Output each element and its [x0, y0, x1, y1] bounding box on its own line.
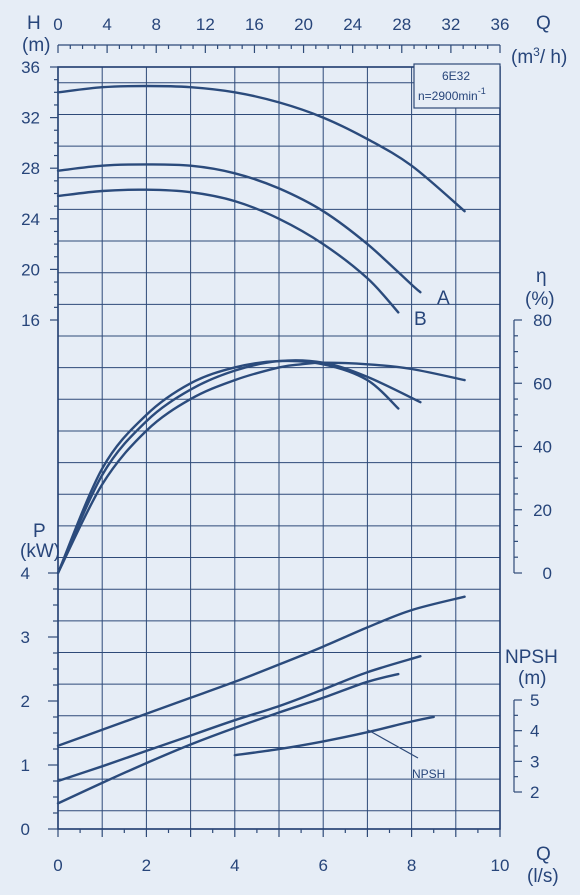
bottom-q-tick-label: 2	[142, 856, 151, 875]
efficiency-tick-label: 20	[533, 501, 552, 520]
npsh-callout-leader	[367, 729, 419, 759]
efficiency-tick-label: 60	[533, 374, 552, 393]
npsh-tick-label: 2	[530, 783, 539, 802]
efficiency-curve	[56, 359, 400, 575]
efficiency-axis-unit: (%)	[525, 289, 555, 310]
top-q-axis-ticks: 0 4 8 12 16 20 24 28 32 36	[53, 15, 509, 53]
top-q-tick-label: 12	[196, 15, 215, 34]
head-tick-label: 36	[21, 58, 40, 77]
npsh-axis-symbol: NPSH	[505, 647, 558, 668]
power-tick-label: 2	[21, 692, 30, 711]
top-q-tick-label: 32	[441, 15, 460, 34]
top-q-tick-label: 4	[102, 15, 111, 34]
bottom-q-axis-symbol: Q	[536, 844, 551, 865]
top-q-tick-label: 8	[151, 15, 160, 34]
head-axis-unit: (m)	[22, 35, 50, 56]
head-axis-symbol: H	[27, 13, 41, 34]
efficiency-curve	[56, 359, 422, 575]
npsh-axis-unit: (m)	[518, 668, 546, 689]
power-tick-label: 1	[21, 756, 30, 775]
power-axis-ticks: 0 1 2 3 4	[21, 564, 58, 839]
bottom-q-tick-label: 4	[230, 856, 239, 875]
head-axis-ticks: 16 20 24 28 32 36	[21, 58, 58, 330]
power-curve	[56, 672, 400, 805]
bottom-q-tick-label: 6	[318, 856, 327, 875]
power-tick-label: 4	[21, 564, 30, 583]
head-curve	[56, 163, 422, 294]
bottom-q-tick-label: 0	[53, 856, 62, 875]
efficiency-tick-label: 0	[543, 564, 552, 583]
top-q-axis-symbol: Q	[536, 13, 551, 34]
top-q-tick-label: 20	[294, 15, 313, 34]
efficiency-tick-label: 40	[533, 438, 552, 457]
speed-label: n=2900min-1	[418, 86, 486, 103]
top-q-tick-label: 16	[245, 15, 264, 34]
top-q-axis-unit: (m3/ h)	[511, 45, 567, 68]
efficiency-tick-label: 80	[533, 311, 552, 330]
power-curve	[56, 655, 422, 783]
power-axis-symbol: P	[33, 521, 46, 542]
model-info-box	[413, 63, 501, 109]
npsh-callout-label: NPSH	[412, 767, 445, 781]
npsh-axis-ticks: 2 3 4 5	[514, 691, 539, 802]
curve-b-label: B	[414, 309, 427, 330]
top-q-tick-label: 24	[343, 15, 362, 34]
bottom-q-axis-unit: (l/s)	[527, 866, 559, 887]
power-tick-label: 3	[21, 628, 30, 647]
efficiency-curve	[56, 361, 466, 575]
head-tick-label: 32	[21, 109, 40, 128]
head-tick-label: 16	[21, 311, 40, 330]
head-tick-label: 28	[21, 159, 40, 178]
bottom-q-tick-label: 8	[407, 856, 416, 875]
npsh-curve	[233, 715, 435, 757]
bottom-q-tick-label: 10	[491, 856, 510, 875]
efficiency-axis-symbol: η	[536, 266, 547, 287]
npsh-tick-label: 4	[530, 722, 539, 741]
power-curve	[56, 595, 466, 747]
npsh-tick-label: 5	[530, 691, 539, 710]
npsh-tick-label: 3	[530, 752, 539, 771]
head-curve	[56, 188, 400, 314]
power-axis-unit: (kW)	[20, 541, 60, 562]
performance-curves	[56, 84, 466, 805]
top-q-tick-label: 36	[491, 15, 510, 34]
top-q-tick-label: 28	[392, 15, 411, 34]
grid-lines	[58, 67, 500, 829]
model-label: 6E32	[442, 69, 470, 83]
head-curve	[56, 84, 466, 213]
power-tick-label: 0	[21, 820, 30, 839]
top-q-tick-label: 0	[53, 15, 62, 34]
bottom-q-axis-ticks: 0 2 4 6 8 10	[53, 829, 509, 875]
head-tick-label: 24	[21, 210, 40, 229]
curve-a-label: A	[437, 288, 450, 309]
efficiency-axis-ticks: 0 20 40 60 80	[514, 311, 552, 583]
head-tick-label: 20	[21, 260, 40, 279]
